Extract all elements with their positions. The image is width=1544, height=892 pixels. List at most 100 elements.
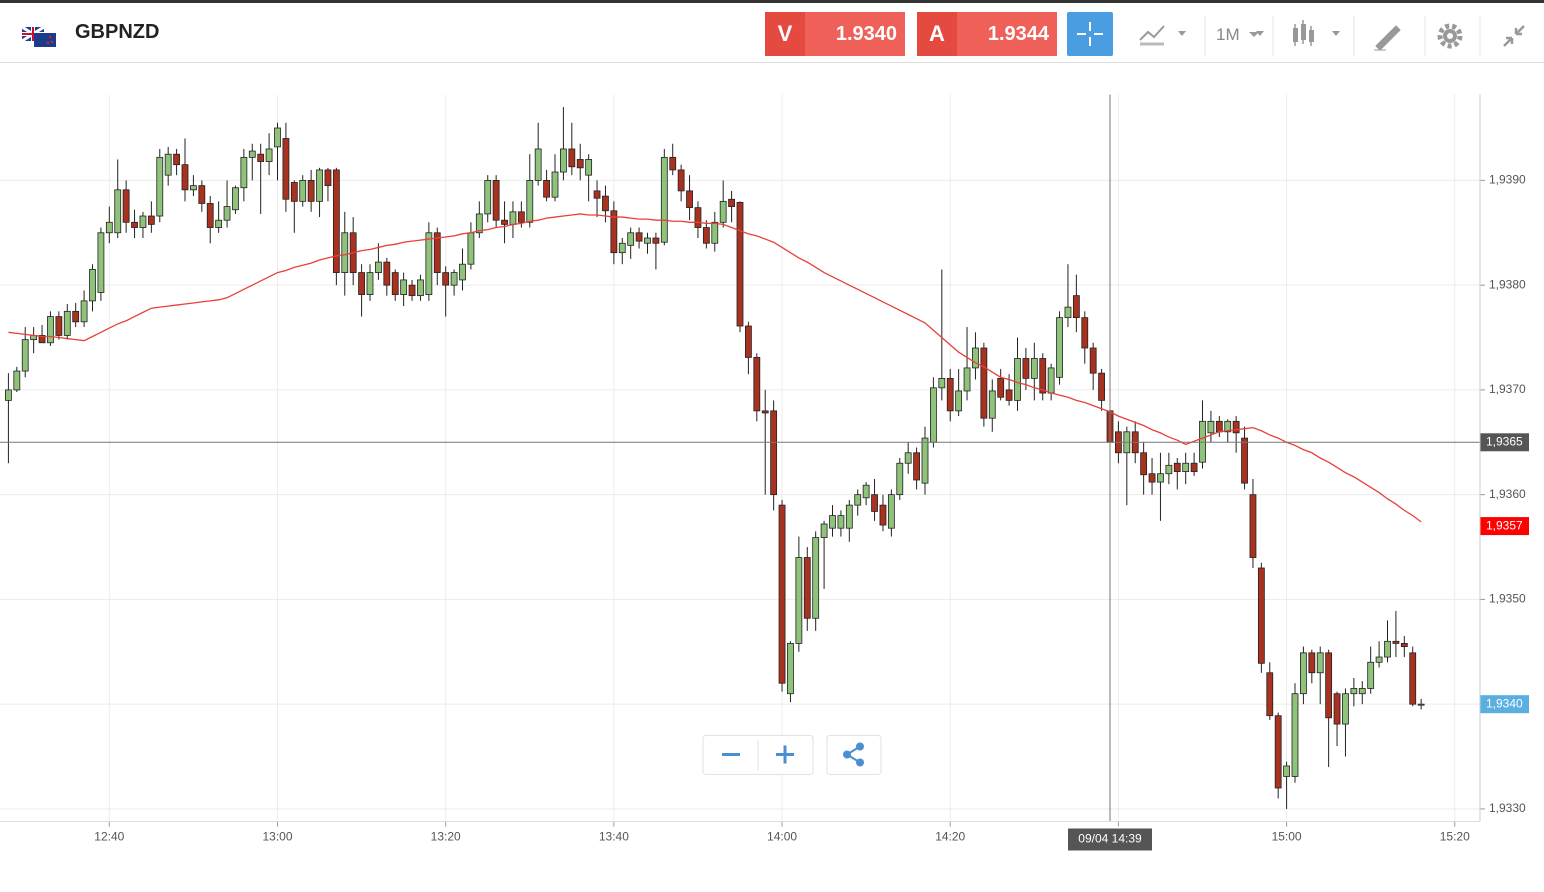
candle-body — [593, 190, 601, 199]
toolbar-icons[interactable] — [1120, 12, 1544, 56]
candle-body — [711, 221, 719, 244]
price-badge-label: 1,9357 — [1486, 518, 1523, 532]
candle-body — [139, 215, 147, 228]
candle-body — [1030, 358, 1038, 379]
candle-body — [147, 215, 155, 225]
candle-body — [812, 537, 820, 619]
candle-body — [450, 272, 458, 286]
candle-body — [282, 138, 290, 200]
price-badge-label: 1,9365 — [1486, 434, 1523, 448]
x-tick-label: 13:20 — [431, 830, 461, 844]
candle-body — [652, 237, 660, 244]
candle-body — [391, 272, 399, 295]
candle-body — [1358, 688, 1366, 695]
candle-body — [1350, 688, 1358, 695]
candle-body — [257, 153, 265, 162]
candle-body — [55, 316, 63, 336]
candle-body — [509, 211, 517, 225]
toolbar: GBPNZD V 1.9340 A 1.9344 1M — [0, 0, 1544, 63]
candle-body — [1047, 367, 1055, 394]
candle-body — [736, 201, 744, 327]
candle-body — [896, 462, 904, 496]
candle-body — [980, 347, 988, 419]
candle-body — [1064, 306, 1072, 319]
candle-body — [1072, 295, 1080, 319]
candle-body — [332, 169, 340, 273]
price-badge-label: 1,9340 — [1486, 696, 1523, 710]
candle-body — [1190, 462, 1198, 473]
candle-body — [156, 156, 164, 217]
candle-body — [778, 504, 786, 684]
candle-body — [618, 242, 626, 254]
candle-body — [1274, 715, 1282, 789]
share-icon[interactable] — [843, 742, 864, 767]
moving-average — [8, 213, 1422, 523]
candle-body — [602, 195, 609, 212]
buy-price: 1.9344 — [987, 23, 1049, 45]
candle-body — [627, 232, 635, 246]
candle-body — [80, 300, 88, 323]
candle-body — [63, 310, 71, 336]
candle-body — [425, 232, 433, 295]
candle-body — [1384, 640, 1391, 658]
candle-body — [1316, 652, 1324, 674]
candle-body — [232, 187, 239, 211]
candle-body — [442, 272, 450, 286]
candle-body — [1400, 643, 1408, 647]
zoom-in[interactable] — [776, 745, 794, 764]
candle-body — [459, 263, 466, 281]
candle-body — [1417, 703, 1425, 706]
candle-body — [341, 232, 349, 273]
candle-body — [543, 179, 550, 198]
crosshair-x-label: 09/04 14:39 — [1078, 832, 1142, 846]
y-tick-label: 1,9380 — [1489, 277, 1526, 291]
sell-button[interactable]: V 1.9340 — [765, 12, 905, 56]
candle-body — [89, 269, 96, 302]
candle-body — [1308, 652, 1316, 674]
buy-button[interactable]: A 1.9344 — [917, 12, 1057, 56]
candle-body — [862, 484, 870, 499]
candle-body — [1333, 693, 1341, 725]
sell-label: V — [765, 12, 805, 56]
candle-body — [206, 203, 214, 228]
candle-body — [358, 272, 365, 295]
candle-body — [5, 389, 12, 401]
candle-body — [837, 515, 845, 529]
candle-body — [13, 370, 21, 391]
y-tick-label: 1,9350 — [1489, 592, 1526, 606]
candle-body — [1157, 473, 1164, 483]
candle-body — [299, 179, 307, 202]
candle-body — [702, 227, 710, 244]
candle-body — [988, 390, 996, 419]
candle-body — [913, 452, 920, 481]
candle-body — [274, 127, 281, 148]
candle-body — [1056, 317, 1063, 378]
candle-body — [694, 207, 702, 228]
candle-body — [1039, 358, 1047, 394]
candle-body — [501, 219, 508, 225]
candle-body — [745, 325, 752, 358]
y-tick-label: 1,9360 — [1489, 487, 1526, 501]
candle-body — [265, 148, 273, 162]
candle-body — [1207, 420, 1215, 434]
candle-body — [887, 494, 895, 529]
crosshair-button[interactable] — [1067, 12, 1113, 56]
candle-body — [248, 150, 256, 158]
candle-body — [568, 148, 576, 168]
candle-body — [1392, 640, 1400, 644]
x-tick-label: 15:20 — [1440, 830, 1470, 844]
candle-body — [408, 284, 416, 297]
candle-body — [635, 232, 643, 242]
candle-body — [946, 377, 954, 412]
candle-body — [787, 643, 794, 695]
candle-body — [467, 232, 475, 265]
candle-body — [551, 171, 559, 198]
candle-body — [1148, 473, 1156, 483]
candle-body — [610, 210, 618, 254]
candle-body — [1257, 567, 1265, 664]
candle-body — [21, 339, 29, 372]
candle-body — [383, 261, 391, 286]
timeframe[interactable]: 1M — [1216, 25, 1240, 44]
candle-body — [366, 272, 374, 295]
candle-body — [1283, 765, 1290, 777]
